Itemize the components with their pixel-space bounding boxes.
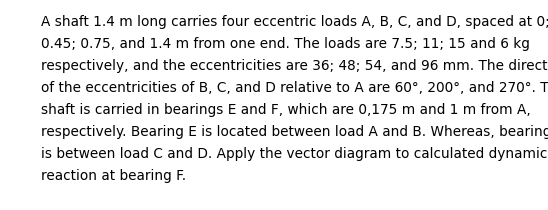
Text: respectively, and the eccentricities are 36; 48; 54, and 96 mm. The directions: respectively, and the eccentricities are… xyxy=(41,59,548,73)
Text: respectively. Bearing E is located between load A and B. Whereas, bearing F: respectively. Bearing E is located betwe… xyxy=(41,125,548,139)
Text: 0.45; 0.75, and 1.4 m from one end. The loads are 7.5; 11; 15 and 6 kg: 0.45; 0.75, and 1.4 m from one end. The … xyxy=(41,37,530,51)
Text: is between load C and D. Apply the vector diagram to calculated dynamic: is between load C and D. Apply the vecto… xyxy=(41,147,547,161)
Text: reaction at bearing F.: reaction at bearing F. xyxy=(41,169,186,183)
Text: A shaft 1.4 m long carries four eccentric loads A, B, C, and D, spaced at 0;: A shaft 1.4 m long carries four eccentri… xyxy=(41,15,548,29)
Text: shaft is carried in bearings E and F, which are 0,175 m and 1 m from A,: shaft is carried in bearings E and F, wh… xyxy=(41,103,531,117)
Text: of the eccentricities of B, C, and D relative to A are 60°, 200°, and 270°. The: of the eccentricities of B, C, and D rel… xyxy=(41,81,548,95)
